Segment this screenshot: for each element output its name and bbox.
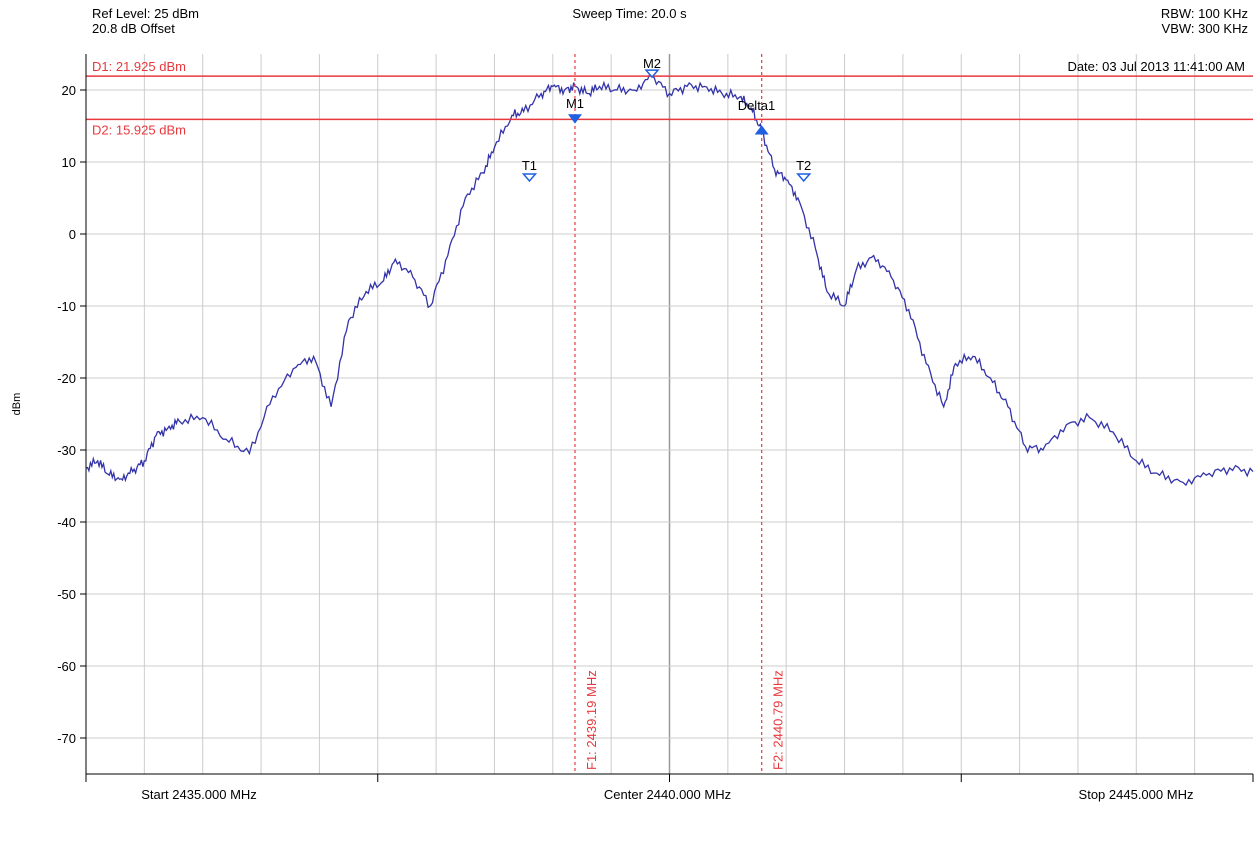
x-span-label: Span 10.000 MHz xyxy=(1084,838,1188,841)
y-tick-label: -30 xyxy=(57,443,76,458)
marker-m2 xyxy=(644,69,660,79)
header-left: Ref Level: 25 dBm 20.8 dB Offset xyxy=(92,6,199,36)
marker-label-m1: M1 xyxy=(566,96,584,111)
vbw: VBW: 300 KHz xyxy=(1161,21,1248,36)
marker-label-t2: T2 xyxy=(796,158,811,173)
marker-t2 xyxy=(796,173,812,183)
x-stop-label: Stop 2445.000 MHz xyxy=(1079,787,1194,802)
trace-layer xyxy=(85,72,1254,487)
y-tick-label: -60 xyxy=(57,659,76,674)
freq-label-f2: F2: 2440.79 MHz xyxy=(771,670,786,770)
y-tick-label: -10 xyxy=(57,299,76,314)
marker-t1 xyxy=(521,173,538,183)
y-tick-label: -70 xyxy=(57,731,76,746)
ref-level: Ref Level: 25 dBm xyxy=(92,6,199,21)
y-tick-label: 10 xyxy=(62,155,76,170)
x-center-label: Center 2440.000 MHz xyxy=(604,787,731,802)
marker-label-m2: M2 xyxy=(643,56,661,71)
marker-label-delta1: Delta1 xyxy=(738,98,776,113)
y-tick-label: -20 xyxy=(57,371,76,386)
y-tick-label: 20 xyxy=(62,83,76,98)
sweep-time: Sweep Time: 20.0 s xyxy=(572,6,687,21)
grid xyxy=(86,54,1253,774)
x-step-label: Step 1.000 MHz xyxy=(621,838,714,841)
marker-delta1 xyxy=(754,125,769,135)
header-right: RBW: 100 KHz VBW: 300 KHz xyxy=(1161,6,1248,36)
marker-label-t1: T1 xyxy=(522,158,537,173)
axis-layer: 20 10 0 -10 -20 -30 -40 -50 -60 -70 dBm Start 2435.… xyxy=(11,54,1254,841)
y-axis-title: dBm xyxy=(11,393,23,416)
y-tick-label: -50 xyxy=(57,587,76,602)
spectrum-trace xyxy=(85,72,1254,487)
y-tick-label: -40 xyxy=(57,515,76,530)
y-tick-label: 0 xyxy=(69,227,76,242)
overlay-layer: D1: 21.925 dBm D2: 15.925 dBm Date: 03 Jul… xyxy=(86,54,1253,774)
freq-label-f1: F1: 2439.19 MHz xyxy=(584,670,599,770)
x-start-label: Start 2435.000 MHz xyxy=(141,787,257,802)
limit-label-d1: D1: 21.925 dBm xyxy=(92,59,186,74)
offset: 20.8 dB Offset xyxy=(92,21,175,36)
limit-label-d2: D2: 15.925 dBm xyxy=(92,122,186,137)
header-center: Sweep Time: 20.0 s xyxy=(0,6,1259,21)
marker-m1 xyxy=(567,114,582,124)
rbw: RBW: 100 KHz xyxy=(1160,6,1248,21)
date-label: Date: 03 Jul 2013 11:41:00 AM xyxy=(1067,59,1245,74)
